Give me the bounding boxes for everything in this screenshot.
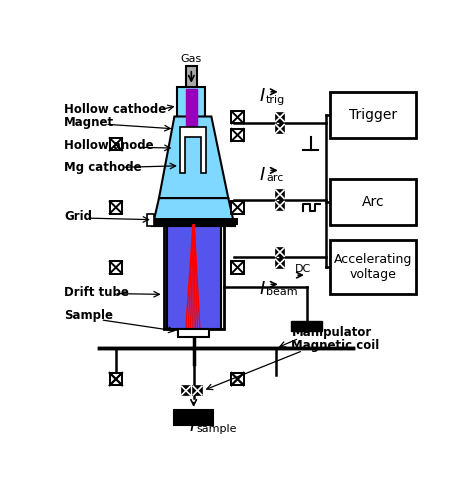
- Bar: [193, 386, 202, 395]
- Bar: [109, 138, 122, 150]
- Bar: [177, 87, 205, 117]
- Text: DC: DC: [295, 264, 311, 274]
- Text: Trigger: Trigger: [349, 108, 397, 122]
- Text: I: I: [190, 417, 195, 435]
- Text: Manipulator: Manipulator: [292, 326, 372, 339]
- Text: sample: sample: [197, 424, 237, 434]
- Text: Mg cathode: Mg cathode: [64, 161, 142, 174]
- Bar: [276, 201, 284, 210]
- Text: Sample: Sample: [64, 309, 113, 322]
- Bar: [146, 213, 155, 226]
- Bar: [330, 92, 416, 138]
- Text: Drift tube: Drift tube: [64, 286, 129, 299]
- Bar: [276, 113, 284, 122]
- Bar: [109, 373, 122, 385]
- Bar: [109, 373, 122, 385]
- Polygon shape: [159, 117, 228, 198]
- Bar: [182, 386, 190, 395]
- Polygon shape: [180, 127, 206, 174]
- Bar: [186, 89, 197, 131]
- Bar: [231, 373, 244, 385]
- Text: Magnet: Magnet: [64, 116, 114, 129]
- Text: Hollow cathode: Hollow cathode: [64, 103, 166, 116]
- Text: Magnetic coil: Magnetic coil: [292, 339, 380, 353]
- Bar: [167, 225, 220, 329]
- Text: Accelerating
voltage: Accelerating voltage: [334, 253, 412, 281]
- Text: arc: arc: [266, 173, 283, 183]
- Bar: [231, 373, 244, 385]
- Bar: [330, 179, 416, 225]
- Text: Gas: Gas: [181, 54, 202, 64]
- Bar: [231, 111, 244, 124]
- Bar: [178, 329, 209, 337]
- Bar: [276, 190, 284, 198]
- Bar: [186, 65, 197, 87]
- Text: I: I: [259, 280, 264, 298]
- Bar: [292, 321, 322, 330]
- Bar: [276, 124, 284, 133]
- Bar: [231, 201, 244, 213]
- Text: beam: beam: [266, 287, 298, 297]
- Bar: [174, 410, 213, 425]
- Bar: [330, 241, 416, 294]
- Text: I: I: [259, 166, 264, 184]
- Bar: [231, 261, 244, 274]
- Text: I: I: [259, 87, 264, 106]
- Text: trig: trig: [266, 95, 285, 105]
- Bar: [164, 225, 224, 329]
- Text: Grid: Grid: [64, 210, 92, 223]
- Bar: [109, 201, 122, 213]
- Bar: [231, 129, 244, 141]
- Bar: [276, 259, 284, 268]
- Polygon shape: [153, 198, 235, 225]
- Text: Arc: Arc: [362, 195, 384, 209]
- Bar: [109, 261, 122, 274]
- Text: Hollow anode: Hollow anode: [64, 139, 154, 152]
- Bar: [276, 248, 284, 256]
